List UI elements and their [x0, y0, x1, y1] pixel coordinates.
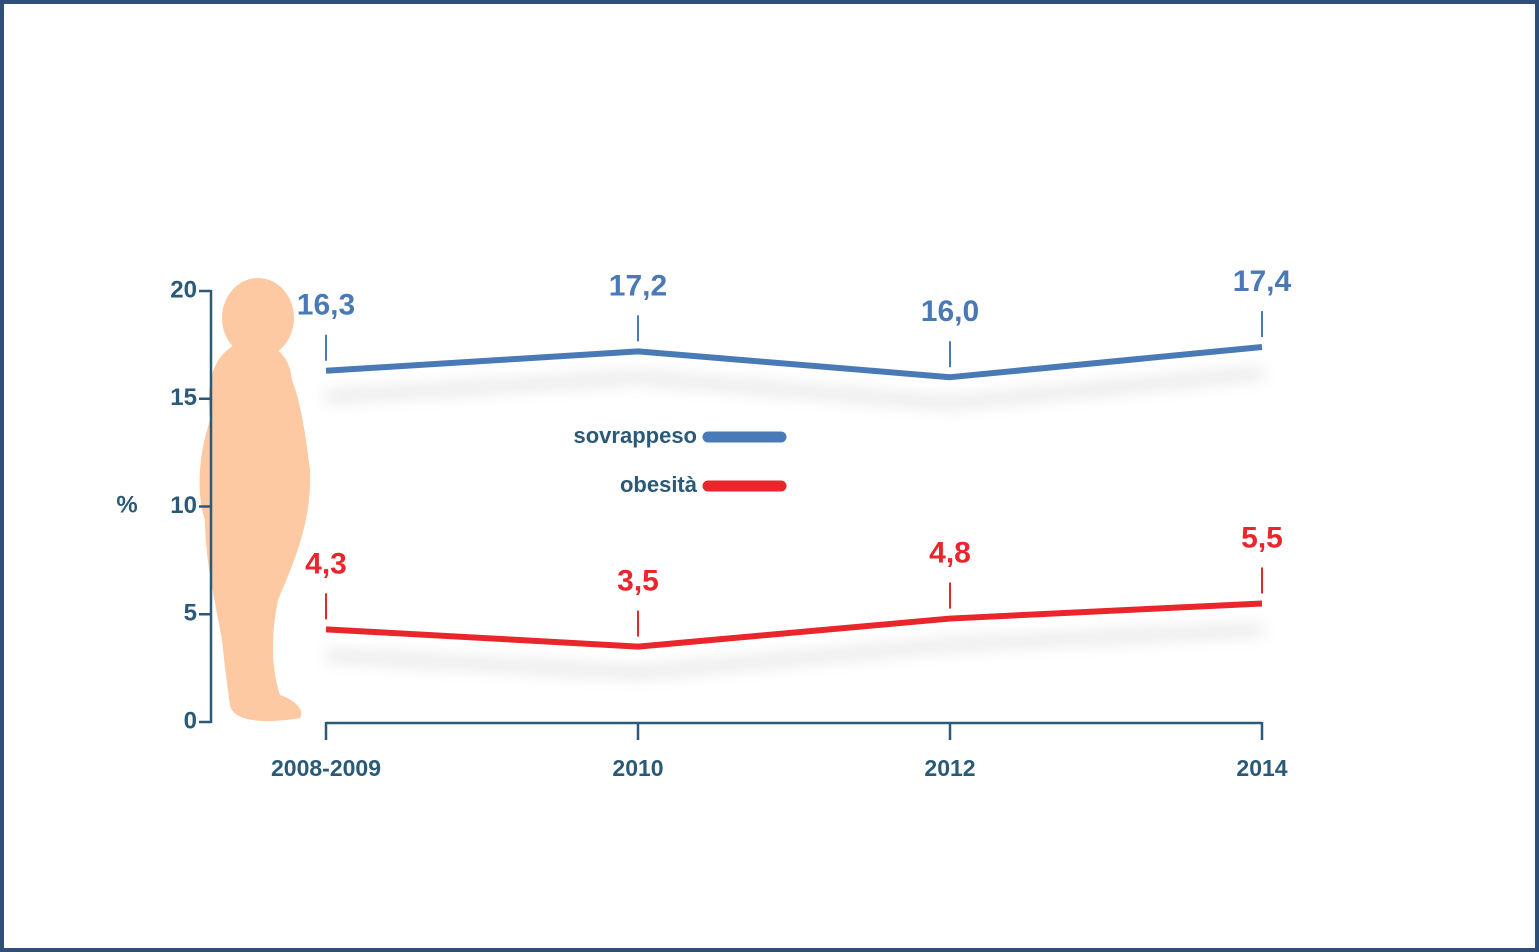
- y-tick-label: 0: [184, 707, 197, 734]
- data-label: 17,2: [609, 269, 667, 302]
- y-axis-label: %: [116, 491, 137, 518]
- legend-label: obesità: [620, 472, 698, 497]
- data-label: 5,5: [1241, 521, 1283, 554]
- y-tick-label: 5: [184, 600, 197, 627]
- x-tick-label: 2014: [1236, 755, 1287, 781]
- data-label: 17,4: [1233, 265, 1292, 298]
- chart: % 0 5 10 15 20 2008-2009 2010 2012 2014 16,3 17,2 1…: [0, 0, 1539, 952]
- data-label: 16,3: [297, 289, 355, 322]
- data-label: 4,3: [305, 547, 347, 580]
- x-tick-label: 2010: [612, 755, 663, 781]
- data-label: 3,5: [617, 564, 659, 597]
- legend-label: sovrappeso: [574, 423, 698, 448]
- y-tick-label: 20: [170, 276, 197, 303]
- x-tick-label: 2012: [924, 755, 975, 781]
- x-tick-label: 2008-2009: [271, 755, 381, 781]
- data-label: 4,8: [929, 536, 971, 569]
- y-tick-label: 10: [170, 492, 197, 519]
- data-label: 16,0: [921, 295, 979, 328]
- y-tick-label: 15: [170, 384, 197, 411]
